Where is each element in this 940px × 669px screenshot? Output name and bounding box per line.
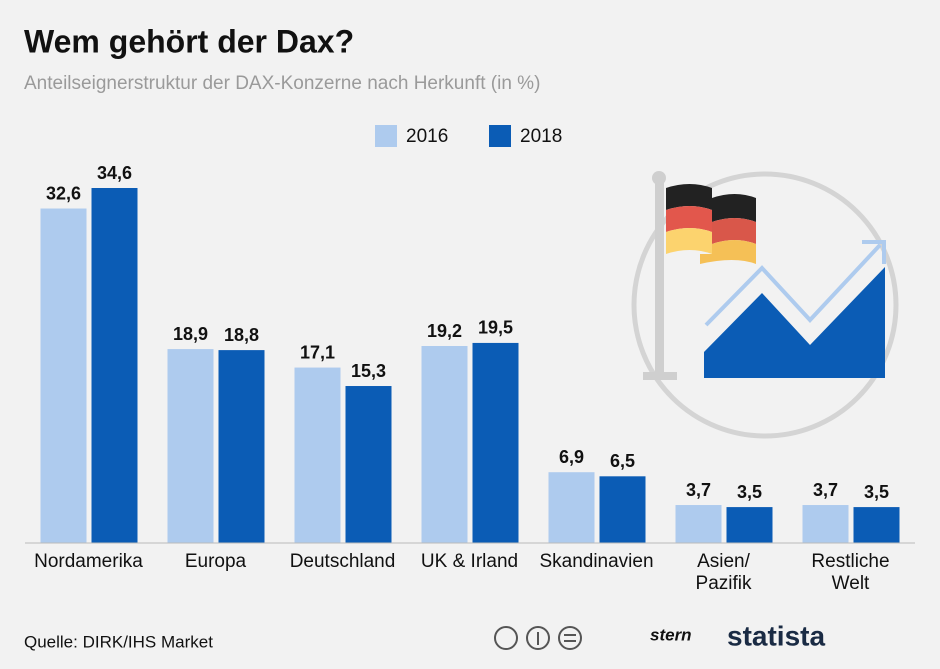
value-label: 15,3 (351, 361, 386, 381)
legend-swatch (489, 125, 511, 147)
logo-stern: stern (650, 625, 692, 644)
bar (548, 472, 595, 543)
bar (726, 507, 773, 543)
logo-statista: statista (727, 620, 825, 651)
x-tick-label: Deutschland (290, 551, 396, 572)
chart-title: Wem gehört der Dax? (24, 23, 354, 59)
value-label: 18,9 (173, 324, 208, 344)
bar (167, 349, 214, 543)
value-label: 3,7 (686, 480, 711, 500)
source: Quelle: DIRK/IHS Market (24, 632, 213, 651)
bar (472, 342, 519, 543)
value-label: 19,2 (427, 321, 462, 341)
bar (599, 476, 646, 543)
bar (40, 208, 87, 543)
bar (218, 350, 265, 543)
value-label: 32,6 (46, 183, 81, 203)
value-label: 3,5 (864, 482, 889, 502)
bar (675, 505, 722, 543)
x-tick-label: Europa (185, 551, 247, 572)
bar (421, 346, 468, 543)
x-tick-label: Restliche Welt (811, 551, 889, 594)
bar (802, 505, 849, 543)
value-label: 34,6 (97, 163, 132, 183)
bar (91, 188, 138, 543)
bar (853, 507, 900, 543)
value-label: 17,1 (300, 342, 335, 362)
value-label: 6,9 (559, 447, 584, 467)
illustration (631, 171, 899, 439)
bar (294, 367, 341, 543)
value-label: 3,7 (813, 480, 838, 500)
value-label: 18,8 (224, 325, 259, 345)
legend-label: 2018 (520, 126, 562, 147)
bar (345, 386, 392, 543)
chart-subtitle: Anteilseignerstruktur der DAX-Konzerne n… (24, 73, 540, 94)
x-tick-label: UK & Irland (421, 551, 518, 572)
legend-swatch (375, 125, 397, 147)
license-icons (494, 626, 582, 650)
x-tick-label: Asien/Pazifik (696, 551, 752, 594)
value-label: 19,5 (478, 318, 513, 338)
x-tick-label: Nordamerika (34, 551, 143, 572)
legend-label: 2016 (406, 126, 448, 147)
value-label: 3,5 (737, 482, 762, 502)
x-tick-label: Skandinavien (539, 551, 653, 572)
value-label: 6,5 (610, 451, 635, 471)
